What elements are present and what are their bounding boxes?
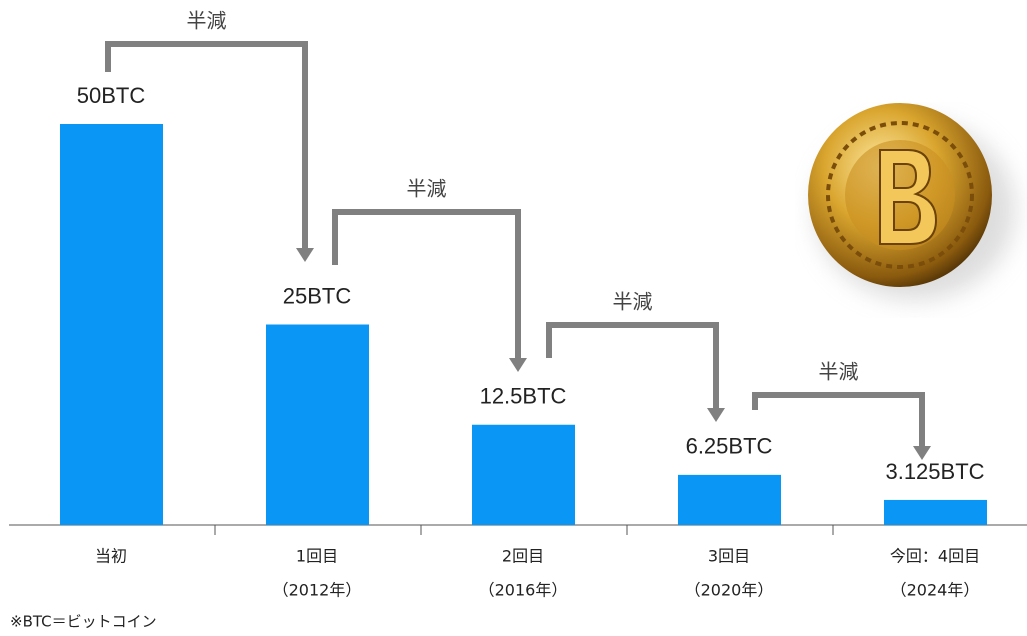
value-label: 12.5BTC [480,384,567,409]
bar [266,324,369,525]
value-label: 6.25BTC [686,434,773,459]
arrow-head [296,248,314,262]
bar [472,424,575,525]
x-tick-sublabel: （2020年） [685,581,774,600]
annotation: 半減 [187,9,227,33]
bar [678,474,781,525]
arrow-head [707,408,725,422]
x-tick-sublabel: （2016年） [479,581,568,600]
x-tick-label: 当初 [95,547,127,566]
coin-image [808,103,1015,300]
value-label: 3.125BTC [885,459,984,484]
arrow-head [509,358,527,372]
x-tick-label: 1回目 [296,547,338,566]
x-tick-label: 3回目 [708,547,750,566]
x-tick-sublabel: （2012年） [273,581,362,600]
annotation: 半減 [819,360,859,384]
x-tick-sublabel: （2024年） [891,581,980,600]
halving-arrow [752,392,925,448]
x-tick-label: 2回目 [502,547,544,566]
halving-arrow [546,322,719,410]
value-label: 25BTC [283,283,352,308]
arrow-head [913,446,931,460]
footnote: ※BTC＝ビットコイン [10,613,157,631]
bar [884,499,987,525]
halving-arrow [105,41,308,250]
value-label: 50BTC [77,83,146,108]
bar [60,124,163,525]
x-tick-label: 今回：4回目 [890,547,980,566]
halving-arrow [332,209,521,360]
annotation: 半減 [613,290,653,314]
annotation: 半減 [407,177,447,201]
